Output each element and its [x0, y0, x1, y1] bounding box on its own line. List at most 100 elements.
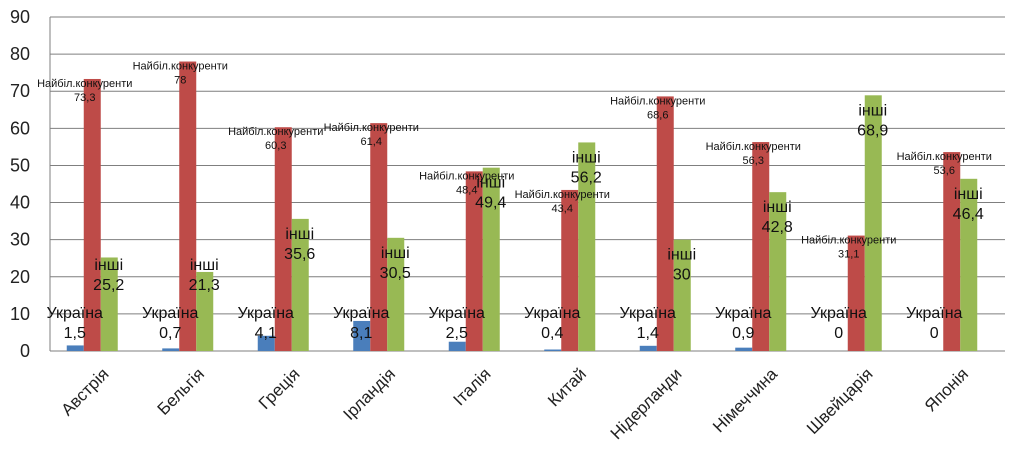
data-label-series-name: інші — [763, 199, 792, 216]
bar-0-1 — [162, 348, 180, 351]
bars — [66, 61, 978, 352]
data-label-value: 56,2 — [571, 169, 602, 186]
data-label-value: 56,3 — [743, 155, 764, 167]
data-label-value: 0,4 — [541, 325, 563, 342]
data-label-series-name: інші — [572, 149, 601, 166]
data-label-series-name: Україна — [333, 305, 390, 322]
data-label-series-name: Найбіл.конкуренти — [133, 61, 228, 73]
data-label-series-name: інші — [285, 226, 314, 243]
y-tick-label: 10 — [10, 304, 30, 324]
bar-1-6 — [656, 96, 674, 351]
data-label-series-name: Україна — [142, 305, 199, 322]
bar-1-3 — [370, 123, 388, 351]
x-tick-label: Китай — [544, 364, 590, 410]
y-tick-label: 0 — [20, 341, 30, 361]
bar-0-2 — [257, 335, 275, 351]
data-label-value: 2,5 — [446, 325, 468, 342]
data-label-value: 42,8 — [762, 219, 793, 236]
data-label-value: 1,4 — [637, 325, 659, 342]
data-label-value: 73,3 — [74, 92, 95, 104]
x-axis-categories: Австрія Бельгія Греція Ірландія Італія Китай Н… — [57, 364, 972, 443]
bar-2-7 — [769, 192, 787, 351]
data-label-value: 4,1 — [255, 325, 277, 342]
data-label-series-name: Україна — [429, 305, 486, 322]
data-label-value: 30 — [673, 267, 691, 284]
x-tick-label: Японія — [921, 364, 972, 415]
bar-2-3 — [387, 237, 405, 351]
data-label-value: 61,4 — [361, 136, 382, 148]
data-label-series-name: Україна — [524, 305, 581, 322]
data-label-series-name: Україна — [238, 305, 295, 322]
data-label-series-name: Найбіл.конкуренти — [37, 78, 132, 90]
data-label-value: 0 — [834, 325, 843, 342]
bar-0-0 — [66, 345, 84, 351]
y-tick-label: 60 — [10, 118, 30, 138]
bar-2-0 — [100, 257, 118, 351]
bar-1-2 — [274, 127, 292, 351]
y-tick-label: 90 — [10, 7, 30, 27]
bar-0-3 — [353, 320, 371, 351]
data-label-series-name: Найбіл.конкуренти — [419, 170, 514, 182]
data-label-value: 46,4 — [953, 206, 984, 223]
x-tick-label: Німеччина — [709, 364, 781, 436]
bar-1-4 — [465, 171, 483, 351]
bar-2-9 — [960, 178, 978, 351]
x-tick-label: Італія — [450, 364, 495, 409]
data-label-value: 8,1 — [350, 325, 372, 342]
bar-1-0 — [83, 78, 101, 351]
data-label-series-name: Україна — [620, 305, 677, 322]
data-label-series-name: інші — [476, 175, 505, 192]
y-tick-label: 20 — [10, 267, 30, 287]
bar-2-2 — [291, 218, 309, 351]
bar-2-8 — [864, 95, 882, 351]
x-tick-label: Греція — [255, 364, 304, 413]
y-tick-label: 70 — [10, 81, 30, 101]
data-label-value: 0,9 — [732, 325, 754, 342]
data-label-value: 68,6 — [647, 109, 668, 121]
data-label-value: 0,7 — [159, 325, 181, 342]
x-tick-label: Нідерланди — [607, 364, 686, 443]
x-tick-label: Австрія — [57, 364, 112, 419]
x-tick-label: Ірландія — [339, 364, 399, 424]
data-label-series-name: Україна — [906, 305, 963, 322]
data-label-series-name: Україна — [47, 305, 104, 322]
bar-0-6 — [639, 345, 657, 351]
bar-2-1 — [196, 271, 214, 351]
data-label-value: 48,4 — [456, 184, 477, 196]
bar-2-4 — [482, 167, 500, 351]
data-label-series-name: інші — [667, 247, 696, 264]
data-labels: Україна 1,5 Найбіл.конкуренти 73,3 інші 25,2 У… — [37, 61, 992, 342]
data-label-value: 1,5 — [64, 325, 86, 342]
data-label-series-name: Найбіл.конкуренти — [706, 141, 801, 153]
data-label-series-name: Найбіл.конкуренти — [228, 126, 323, 138]
bar-0-7 — [735, 347, 753, 351]
data-label-value: 0 — [930, 325, 939, 342]
bar-2-5 — [578, 142, 596, 351]
data-label-series-name: Україна — [811, 305, 868, 322]
data-label-series-name: інші — [954, 186, 983, 203]
y-tick-label: 40 — [10, 193, 30, 213]
data-label-value: 43,4 — [552, 203, 573, 215]
x-tick-label: Бельгія — [154, 364, 208, 418]
data-label-series-name: Найбіл.конкуренти — [515, 189, 610, 201]
data-label-series-name: інші — [190, 257, 219, 274]
data-label-series-name: інші — [858, 102, 887, 119]
data-label-value: 25,2 — [93, 277, 124, 294]
data-label-series-name: Найбіл.конкуренти — [610, 95, 705, 107]
bar-1-1 — [179, 61, 197, 352]
data-label-value: 53,6 — [934, 165, 955, 177]
bar-2-6 — [673, 239, 691, 351]
data-label-value: 21,3 — [189, 277, 220, 294]
bar-1-7 — [752, 142, 770, 351]
data-label-series-name: Найбіл.конкуренти — [801, 235, 896, 247]
data-label-value: 30,5 — [380, 265, 411, 282]
y-tick-label: 30 — [10, 230, 30, 250]
data-label-value: 68,9 — [857, 122, 888, 139]
bar-1-5 — [561, 189, 579, 351]
y-tick-label: 80 — [10, 44, 30, 64]
data-label-series-name: Україна — [715, 305, 772, 322]
data-label-value: 60,3 — [265, 140, 286, 152]
data-label-series-name: інші — [381, 245, 410, 262]
data-label-series-name: інші — [94, 257, 123, 274]
data-label-series-name: Найбіл.конкуренти — [897, 151, 992, 163]
